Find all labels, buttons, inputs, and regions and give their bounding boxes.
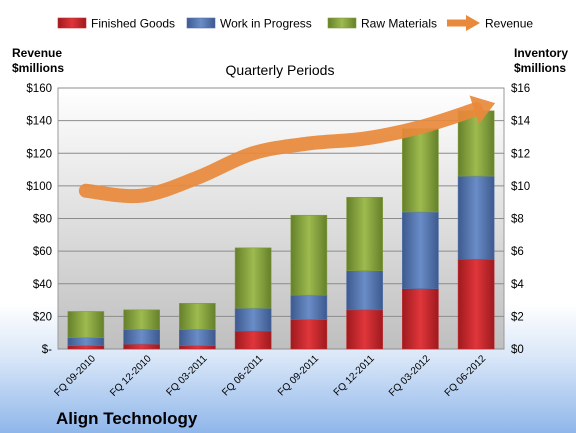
right-tick-label: $2 — [511, 311, 524, 323]
bar-raw-materials — [179, 303, 216, 330]
legend-swatch — [186, 17, 216, 29]
x-tick-label: FQ 09-2011 — [276, 353, 321, 398]
bar-work-in-progress — [67, 337, 105, 347]
x-tick-label: FQ 03-2011 — [165, 353, 210, 398]
revenue-line-layer — [78, 95, 496, 204]
bar-finished-goods — [234, 330, 272, 350]
bar-finished-goods — [457, 258, 495, 350]
right-axis-label-line1: Inventory — [514, 46, 568, 60]
bar-finished-goods — [290, 319, 328, 350]
right-tick-label: $14 — [511, 116, 531, 128]
legend-revenue-arrow — [466, 15, 480, 31]
x-tick-label: FQ 09-2010 — [52, 353, 98, 399]
right-tick-label: $10 — [511, 181, 530, 193]
left-tick-label: $60 — [33, 246, 52, 258]
bar-work-in-progress — [402, 211, 439, 289]
bar-finished-goods — [123, 343, 160, 350]
x-tick-label: FQ 06-2011 — [220, 353, 265, 398]
right-tick-labels: $0 $2 $4 $6 $8 $10 $12 $14 $16 — [511, 83, 531, 356]
bar-work-in-progress — [457, 175, 495, 260]
bar-finished-goods — [67, 345, 105, 350]
bar-raw-materials — [457, 110, 495, 177]
left-tick-label: $- — [42, 344, 52, 356]
legend-label: Raw Materials — [361, 17, 437, 31]
bar-raw-materials — [123, 309, 160, 330]
x-tick-label: FQ 12-2010 — [108, 353, 154, 399]
right-tick-label: $4 — [511, 279, 524, 291]
bar-finished-goods — [179, 345, 216, 350]
x-tick-label: FQ 12-2011 — [332, 353, 377, 398]
bar-raw-materials — [67, 311, 105, 338]
right-tick-label: $8 — [511, 214, 524, 226]
x-tick-label: FQ 06-2012 — [443, 353, 489, 399]
bar-raw-materials — [290, 214, 328, 296]
left-tick-label: $40 — [33, 279, 52, 291]
chart-subtitle: Quarterly Periods — [226, 62, 335, 78]
bar-work-in-progress — [346, 270, 383, 311]
legend-label: Revenue — [485, 17, 533, 31]
revenue-line — [78, 102, 484, 204]
left-tick-label: $120 — [26, 148, 52, 160]
x-tick-label: FQ 03-2012 — [387, 353, 433, 399]
bar-work-in-progress — [123, 329, 160, 345]
revenue-arrowhead — [469, 95, 496, 125]
legend: Finished Goods Work in Progress Raw Materi… — [57, 15, 533, 31]
bar-raw-materials — [402, 128, 439, 213]
left-tick-label: $20 — [33, 311, 52, 323]
company-name: Align Technology — [56, 409, 198, 428]
left-tick-labels: $- $20 $40 $60 $80 $100 $120 $140 $160 — [26, 83, 52, 356]
bars-layer — [67, 110, 495, 350]
bar-raw-materials — [234, 247, 272, 309]
right-tick-label: $0 — [511, 344, 524, 356]
bar-finished-goods — [402, 288, 439, 350]
right-tick-label: $6 — [511, 246, 524, 258]
bar-raw-materials — [346, 196, 383, 271]
right-axis-label-line2: $millions — [514, 61, 566, 75]
left-tick-label: $140 — [26, 116, 52, 128]
right-tick-label: $16 — [511, 83, 530, 95]
left-tick-label: $80 — [33, 214, 52, 226]
bar-work-in-progress — [234, 307, 272, 332]
left-axis-label-line2: $millions — [12, 61, 64, 75]
bar-work-in-progress — [290, 294, 328, 320]
bar-work-in-progress — [179, 329, 216, 347]
right-tick-label: $12 — [511, 148, 530, 160]
left-tick-label: $100 — [26, 181, 52, 193]
legend-swatch — [57, 17, 87, 29]
legend-label: Work in Progress — [220, 17, 312, 31]
left-axis-label-line1: Revenue — [12, 46, 62, 60]
left-tick-label: $160 — [26, 83, 52, 95]
x-tick-labels: FQ 09-2010 FQ 12-2010 FQ 03-2011 FQ 06-2011… — [52, 353, 488, 399]
legend-label: Finished Goods — [91, 17, 175, 31]
legend-swatch — [327, 17, 357, 29]
bar-finished-goods — [346, 309, 383, 350]
